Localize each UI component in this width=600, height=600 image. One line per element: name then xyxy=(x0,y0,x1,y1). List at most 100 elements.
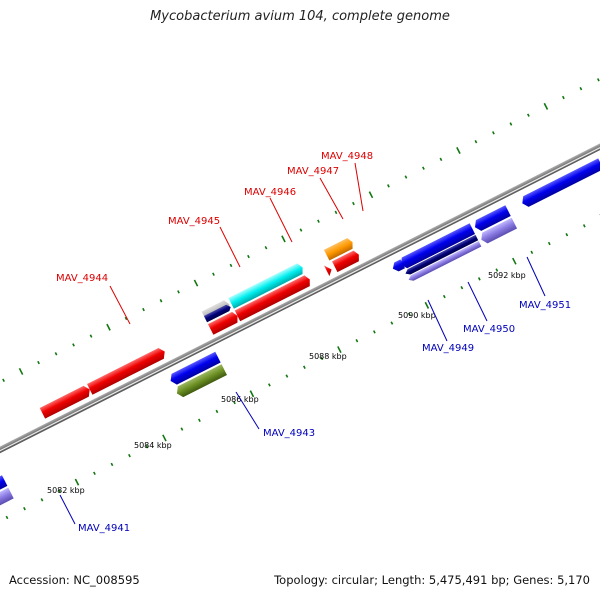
top-tick xyxy=(18,367,24,375)
gene-labels-lower: MAV_4941 MAV_4943 MAV_4949 MAV_4950 MAV_… xyxy=(59,256,571,534)
leader-line-mav4945 xyxy=(219,226,241,268)
top-tick xyxy=(229,263,233,268)
bottom-tick xyxy=(302,365,306,369)
top-tick xyxy=(264,246,268,250)
leader-line-mav4948 xyxy=(354,162,364,212)
leader-line-mav4946 xyxy=(269,197,293,243)
bottom-tick xyxy=(58,489,61,493)
bottom-tick xyxy=(582,224,586,228)
bottom-tick xyxy=(355,339,359,343)
top-tick xyxy=(422,166,425,170)
top-tick xyxy=(124,316,128,321)
top-tick xyxy=(456,147,461,155)
bottom-tick xyxy=(40,498,44,502)
gene-arrow-far-right[interactable] xyxy=(520,158,600,208)
top-tick xyxy=(177,290,180,294)
bottom-tick xyxy=(198,418,201,422)
top-tick xyxy=(142,307,145,312)
gene-arrow-mav4946[interactable] xyxy=(234,274,313,322)
bottom-tick xyxy=(407,312,411,316)
gene-arrow-mav4950[interactable] xyxy=(407,241,482,282)
bottom-tick xyxy=(215,409,219,414)
gene-arrow-mav4951[interactable] xyxy=(479,217,518,245)
gene-arrow-mav4945[interactable] xyxy=(207,311,240,335)
bottom-tick xyxy=(565,232,569,237)
gene-label-mav4950[interactable]: MAV_4950 xyxy=(463,324,515,335)
gene-label-mav4943[interactable]: MAV_4943 xyxy=(263,428,315,439)
gene-arrow-mav4947[interactable] xyxy=(324,263,334,277)
top-tick xyxy=(317,219,320,223)
top-tick xyxy=(404,175,408,179)
bottom-tick xyxy=(512,257,517,265)
top-tick xyxy=(37,360,40,365)
gene-arrow-mav4949[interactable] xyxy=(398,223,476,270)
bottom-tick xyxy=(337,346,342,354)
top-tick xyxy=(561,95,565,100)
gene-label-mav4944[interactable]: MAV_4944 xyxy=(56,273,108,284)
gene-label-mav4947[interactable]: MAV_4947 xyxy=(287,166,339,177)
bottom-tick xyxy=(93,471,96,475)
top-tick xyxy=(89,334,93,338)
top-tick xyxy=(527,113,530,117)
bottom-tick xyxy=(180,427,184,431)
gene-arrow-mav4944a[interactable] xyxy=(39,384,93,419)
bottom-tick xyxy=(74,478,80,486)
top-tick xyxy=(247,254,250,259)
gene-arrow-mav4951-blue[interactable] xyxy=(472,205,511,232)
gene-arrow-mav4948-red[interactable] xyxy=(332,249,362,273)
bottom-tick xyxy=(110,462,114,467)
bottom-tick xyxy=(285,374,289,378)
gene-label-mav4948[interactable]: MAV_4948 xyxy=(321,151,373,162)
top-tick xyxy=(54,352,58,356)
leader-line-mav4950 xyxy=(467,281,488,322)
top-tick xyxy=(352,201,355,206)
top-tick xyxy=(212,272,215,276)
map-title: Mycobacterium avium 104, complete genome xyxy=(150,9,450,24)
gene-arrow-mav4946-cyan[interactable] xyxy=(228,262,305,309)
gene-arrow-mav4950-navy[interactable] xyxy=(404,234,479,276)
top-tick xyxy=(579,86,583,91)
bottom-tick xyxy=(145,445,149,449)
bottom-tick xyxy=(390,321,394,325)
tick-row-top xyxy=(2,78,600,382)
leader-line-mav4943 xyxy=(235,391,260,430)
gene-label-mav4945[interactable]: MAV_4945 xyxy=(168,216,220,227)
gene-arrow-mav4943[interactable] xyxy=(174,364,227,399)
bottom-tick xyxy=(460,286,464,290)
leader-line-mav4951 xyxy=(526,256,546,297)
top-tick xyxy=(159,299,163,303)
gene-arrow-mav4945-navy[interactable] xyxy=(203,303,232,323)
gene-arrow-mav4941[interactable] xyxy=(0,487,14,527)
gene-label-mav4946[interactable]: MAV_4946 xyxy=(244,187,296,198)
bottom-tick xyxy=(162,434,167,442)
top-tick xyxy=(2,378,5,382)
bottom-tick xyxy=(128,453,131,458)
kbp-label-5084: 5084 kbp xyxy=(134,441,172,450)
top-tick xyxy=(596,78,600,82)
top-tick xyxy=(281,235,286,243)
gene-arrow-mav4948[interactable] xyxy=(323,237,355,261)
bottom-tick xyxy=(23,506,26,511)
bottom-tick xyxy=(547,241,551,246)
kbp-label-5088: 5088 kbp xyxy=(309,352,347,361)
kbp-label-5082: 5082 kbp xyxy=(47,486,85,495)
leader-line-mav4944 xyxy=(109,285,131,325)
bottom-tick xyxy=(530,250,534,255)
kbp-label-5092: 5092 kbp xyxy=(488,271,526,280)
top-tick xyxy=(543,102,549,110)
gene-label-mav4949[interactable]: MAV_4949 xyxy=(422,343,474,354)
top-tick xyxy=(299,228,303,232)
gene-arrow-mav4943-blue[interactable] xyxy=(168,351,221,387)
gene-arrow-mav4944b[interactable] xyxy=(87,346,167,395)
leader-line-mav4941 xyxy=(59,494,76,525)
top-tick xyxy=(72,343,75,347)
accession-text: Accession: NC_008595 xyxy=(9,573,140,587)
bottom-tick xyxy=(372,330,376,334)
top-tick xyxy=(492,131,495,135)
tick-row-bottom xyxy=(5,213,600,520)
leader-line-mav4949 xyxy=(427,299,448,342)
gene-label-mav4951[interactable]: MAV_4951 xyxy=(519,300,571,311)
gene-label-mav4941[interactable]: MAV_4941 xyxy=(78,523,130,534)
top-tick xyxy=(474,139,478,144)
genome-backbone-highlight xyxy=(0,136,600,463)
